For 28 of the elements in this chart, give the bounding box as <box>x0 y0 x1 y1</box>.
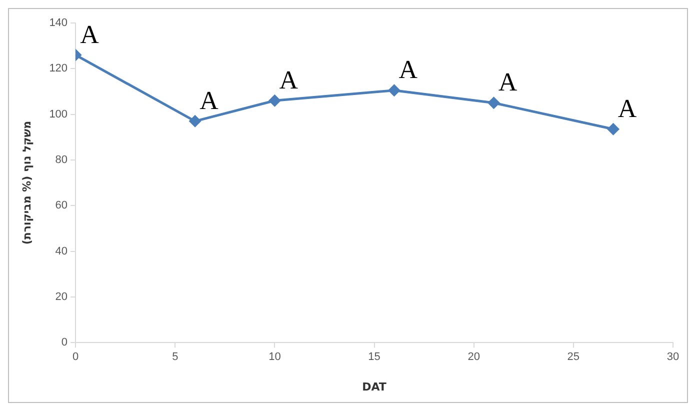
y-tick-label: 20 <box>55 290 68 303</box>
point <box>488 97 500 109</box>
x-tick-label: 10 <box>268 351 281 364</box>
x-tick-label: 25 <box>567 351 580 364</box>
y-tick-label: 120 <box>49 62 68 75</box>
y-tick-label: 60 <box>55 200 68 212</box>
annotation: A <box>618 94 637 123</box>
x-axis-title: DAT <box>362 380 387 394</box>
x-tick-label: 0 <box>72 351 79 364</box>
annotation: A <box>200 86 219 115</box>
y-tick-label: 100 <box>49 108 68 120</box>
point <box>608 123 620 135</box>
annotation: A <box>80 20 100 49</box>
point <box>268 94 280 106</box>
y-tick-label: 0 <box>61 336 68 349</box>
y-tick-label: 40 <box>55 245 68 258</box>
y-tick-label: 140 <box>49 17 68 30</box>
x-tick-label: 15 <box>368 351 380 364</box>
point <box>189 115 201 127</box>
annotation: A <box>398 55 418 84</box>
annotation: A <box>498 68 518 97</box>
annotation: A <box>279 65 298 94</box>
point <box>388 84 400 96</box>
x-tick-label: 30 <box>666 351 680 364</box>
y-axis-title: משקל נוף (% מביקורת) <box>20 120 34 245</box>
x-tick-label: 5 <box>172 351 178 364</box>
y-tick-label: 80 <box>55 154 68 166</box>
x-tick-label: 20 <box>468 351 480 364</box>
